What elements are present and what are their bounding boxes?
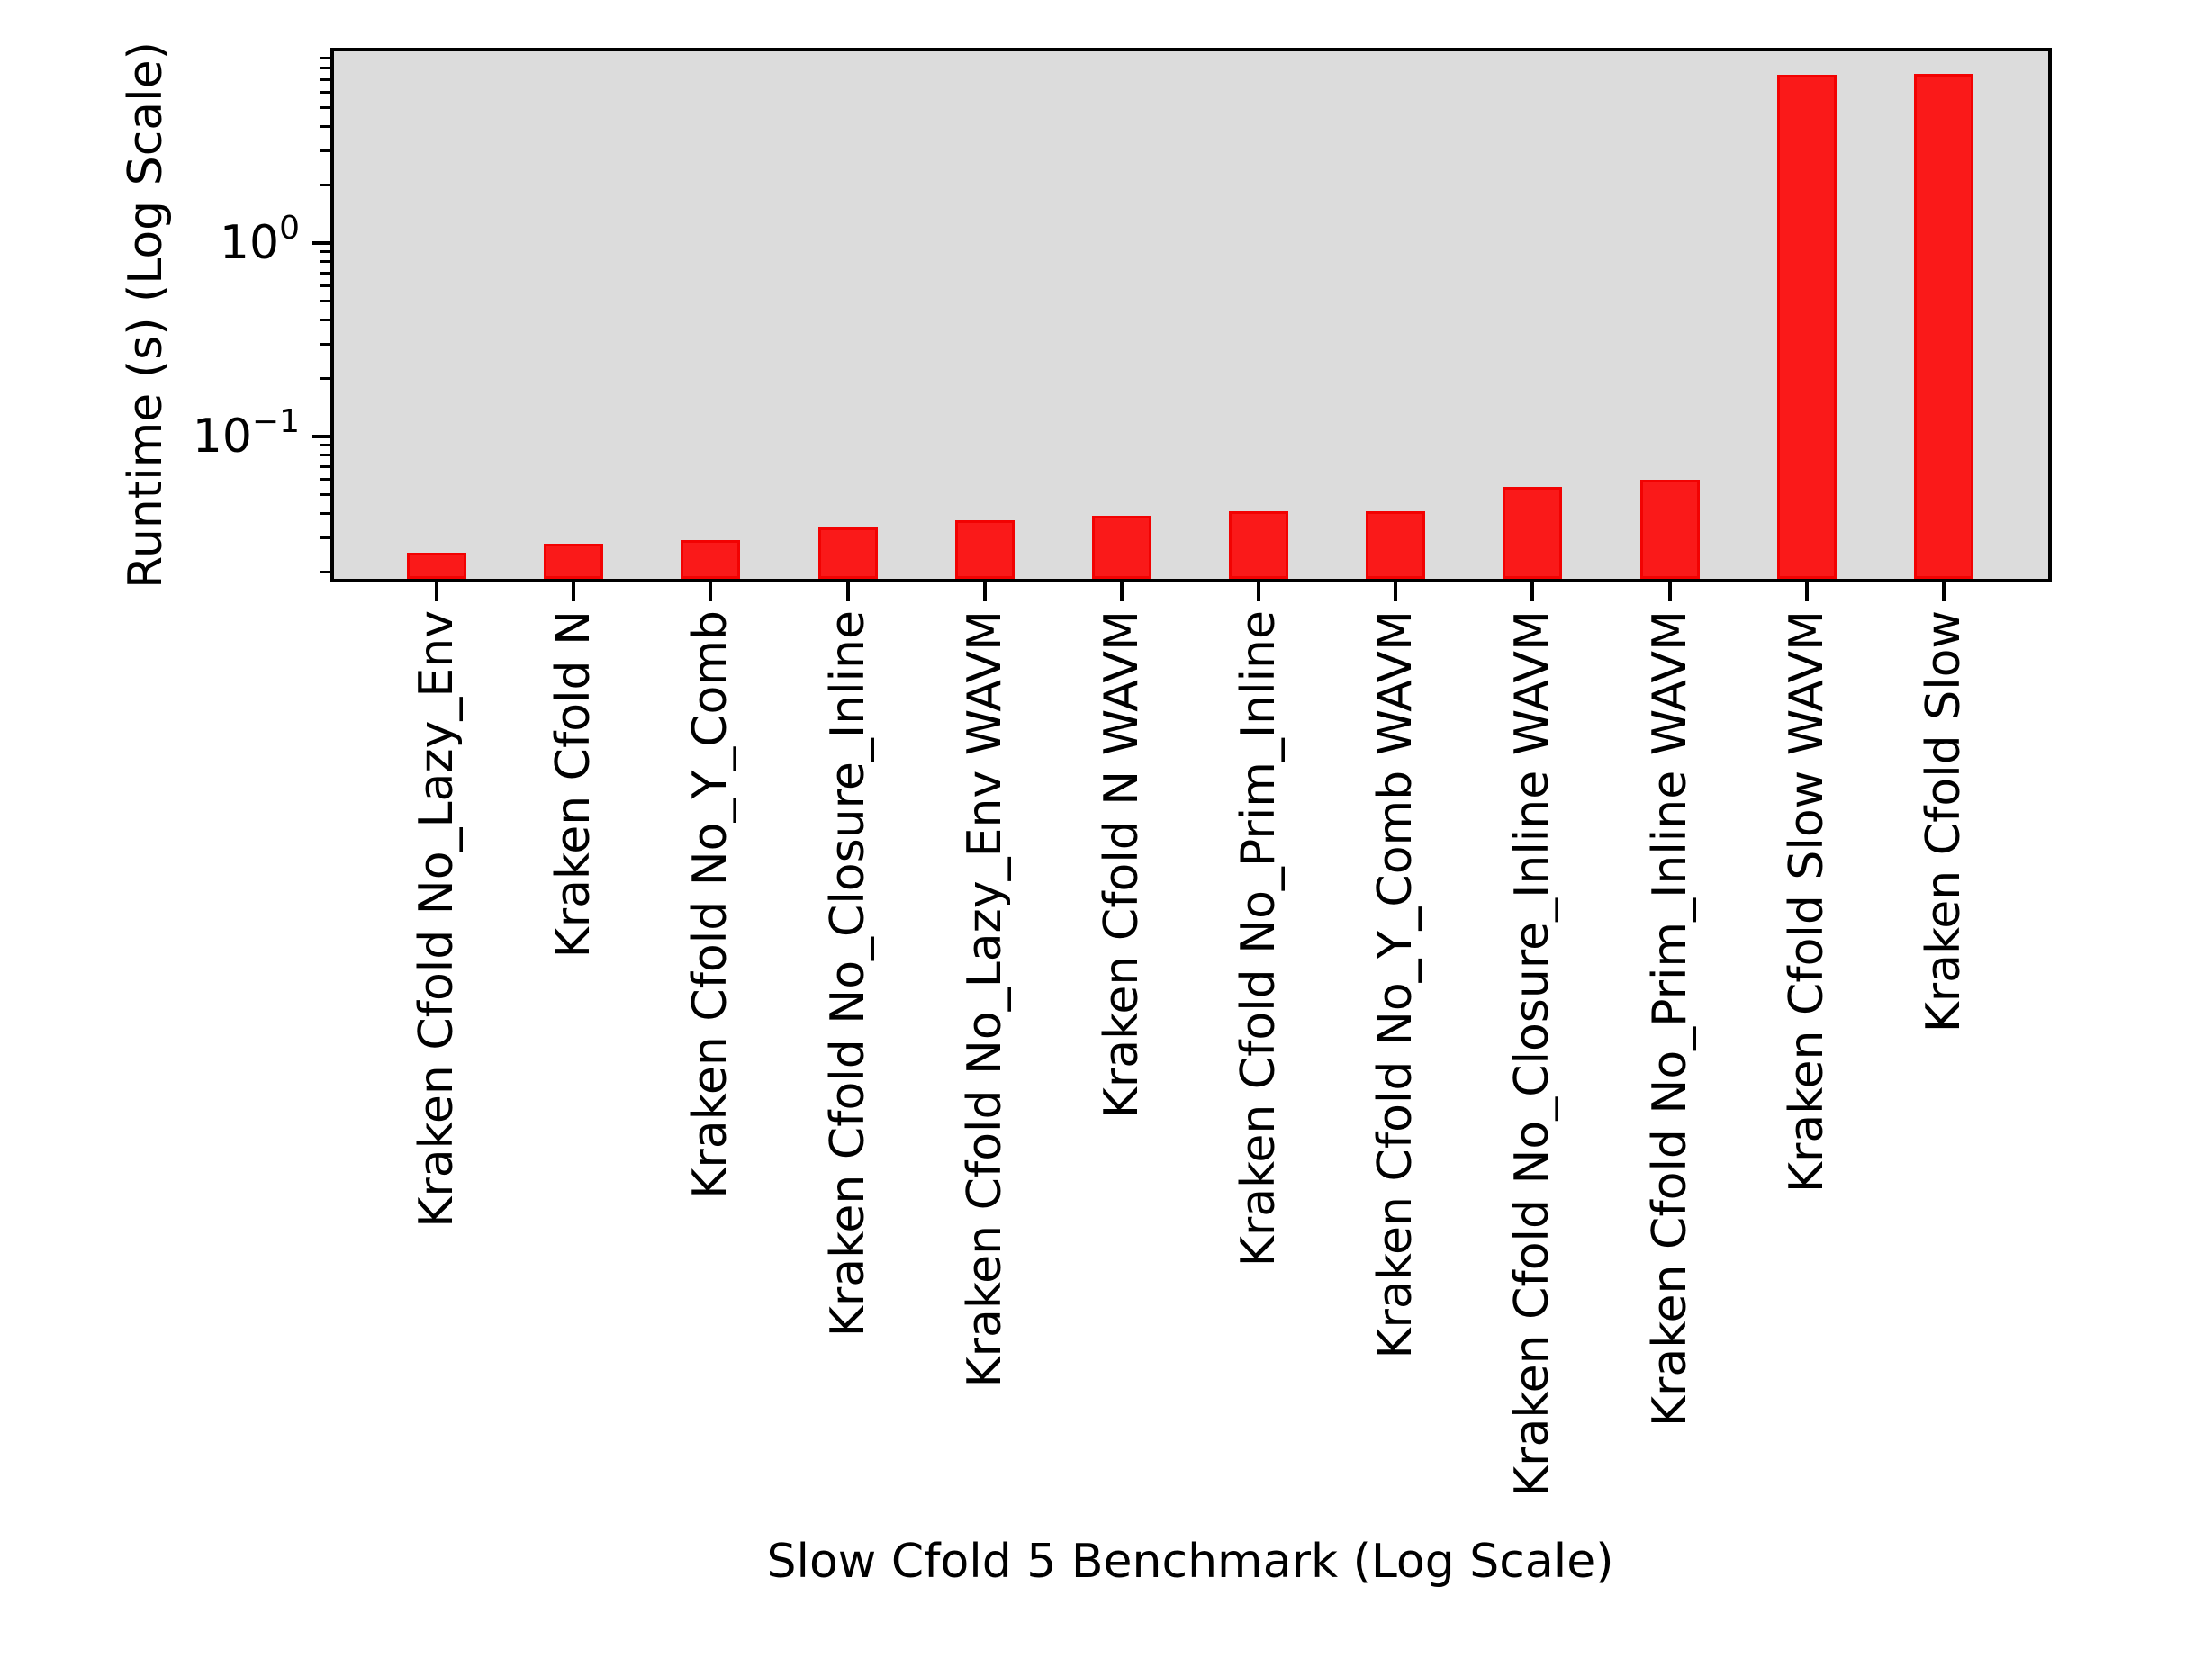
x-tick-label: Kraken Cfold No_Prim_Inline WAVM [1642, 610, 1697, 1428]
x-tick-label: Kraken Cfold Slow WAVM [1779, 610, 1834, 1194]
x-tick [572, 582, 576, 601]
x-tick-label: Kraken Cfold No_Y_Comb [683, 610, 738, 1199]
x-tick-label: Kraken Cfold No_Closure_Inline [820, 610, 875, 1338]
bar [817, 527, 878, 579]
y-minor-tick [320, 250, 330, 254]
y-minor-tick [320, 376, 330, 380]
x-tick [709, 582, 713, 601]
y-major-tick [312, 434, 330, 438]
bar [1366, 511, 1426, 579]
x-tick-label: Kraken Cfold N WAVM [1094, 610, 1149, 1119]
x-tick-label: Kraken Cfold N [546, 610, 601, 959]
bar [1639, 479, 1700, 579]
y-minor-tick [320, 342, 330, 346]
bar [1229, 511, 1289, 579]
x-tick [1257, 582, 1261, 601]
y-minor-tick [320, 511, 330, 515]
bar [1091, 515, 1151, 579]
x-tick-label: Kraken Cfold No_Y_Comb WAVM [1368, 610, 1423, 1359]
y-tick-label: 100 [219, 209, 300, 270]
y-minor-tick [320, 478, 330, 482]
x-tick [1804, 582, 1809, 601]
y-minor-tick [320, 106, 330, 110]
bar [681, 540, 741, 579]
y-minor-tick [320, 300, 330, 303]
x-tick-label: Kraken Cfold No_Lazy_Env [410, 610, 464, 1228]
x-tick-label: Kraken Cfold No_Lazy_Env WAVM [957, 610, 1012, 1388]
x-tick [1942, 582, 1946, 601]
x-tick [1394, 582, 1398, 601]
y-minor-tick [320, 284, 330, 288]
x-tick [1119, 582, 1124, 601]
y-minor-tick [320, 444, 330, 447]
y-major-tick [312, 240, 330, 245]
x-tick-label: Kraken Cfold Slow [1917, 610, 1971, 1033]
bar [1776, 75, 1837, 579]
x-tick-label: Kraken Cfold No_Prim_Inline [1232, 610, 1287, 1267]
y-tick-label: 10−1 [192, 402, 300, 464]
y-minor-tick [320, 570, 330, 573]
y-minor-tick [320, 183, 330, 186]
bar [407, 553, 466, 579]
plot-area [330, 48, 2052, 582]
bar [544, 543, 604, 579]
y-minor-tick [320, 149, 330, 152]
y-minor-tick [320, 493, 330, 497]
x-tick [1530, 582, 1535, 601]
y-minor-tick [320, 271, 330, 275]
y-minor-tick [320, 260, 330, 264]
y-minor-tick [320, 536, 330, 539]
x-tick-label: Kraken Cfold No_Closure_Inline WAVM [1505, 610, 1560, 1497]
x-tick [1667, 582, 1672, 601]
y-minor-tick [320, 125, 330, 129]
y-minor-tick [320, 454, 330, 457]
y-minor-tick [320, 91, 330, 95]
bar [1914, 73, 1973, 579]
y-minor-tick [320, 318, 330, 321]
y-axis-title: Runtime (s) (Log Scale) [119, 41, 173, 589]
x-tick [982, 582, 987, 601]
y-minor-tick [320, 67, 330, 70]
x-tick [845, 582, 850, 601]
y-minor-tick [320, 77, 330, 81]
bar [1503, 486, 1563, 579]
y-minor-tick [320, 57, 330, 60]
y-minor-tick [320, 464, 330, 468]
bar [954, 519, 1015, 579]
x-axis-title: Slow Cfold 5 Benchmark (Log Scale) [766, 1535, 1614, 1589]
x-tick [435, 582, 438, 601]
